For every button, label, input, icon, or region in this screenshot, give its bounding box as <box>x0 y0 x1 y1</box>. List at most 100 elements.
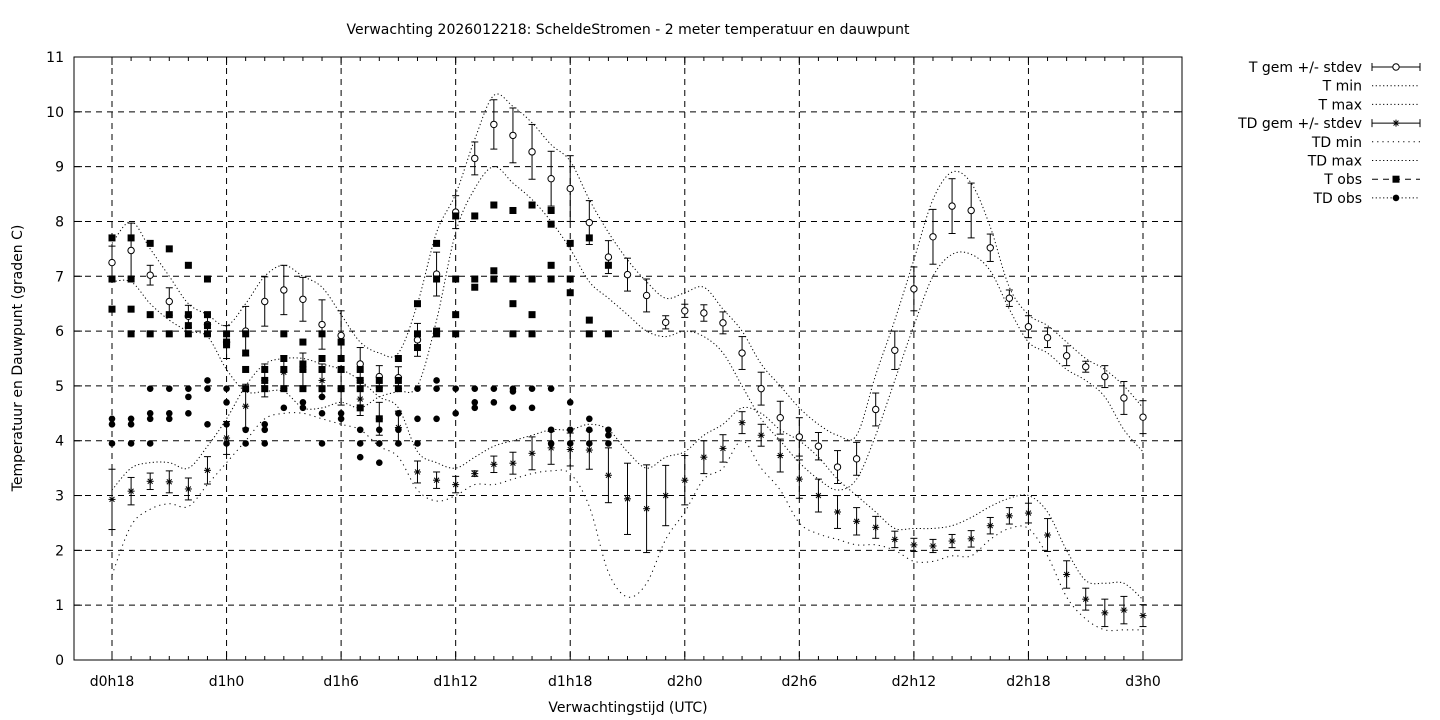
td-obs-point <box>509 388 517 395</box>
td-obs-point <box>528 404 536 412</box>
t-obs-point <box>165 245 173 253</box>
td-obs-point <box>280 404 288 412</box>
axis-ticks: 0 1 2 3 4 5 6 7 8 9 10 11 d0h18 d1h0 d1h6 d1h12 d1h18 d2h… <box>46 50 1182 690</box>
t-mean-point <box>681 307 689 315</box>
t-obs-point <box>528 311 536 319</box>
x-tick-label: d1h18 <box>548 674 592 690</box>
t-mean-point <box>814 442 823 450</box>
td-obs-point <box>356 453 364 461</box>
td-mean-point-stroke <box>739 419 745 426</box>
legend-label: TD gem +/- stdev <box>1237 116 1362 132</box>
td-obs-point <box>108 420 116 428</box>
t-mean-point <box>986 244 994 252</box>
legend-label: TD min <box>1311 135 1362 151</box>
t-obs-point <box>604 330 612 338</box>
td-obs-point <box>299 404 307 412</box>
t-obs-point <box>528 330 536 338</box>
td-obs-point <box>242 426 249 434</box>
td-mean-point-stroke <box>949 538 955 544</box>
td-obs-point <box>185 385 192 392</box>
legend: T gem +/- stdev T min T max TD gem +/- stde… <box>1237 60 1421 207</box>
td-obs-point <box>375 459 383 466</box>
td-obs-point <box>108 440 116 447</box>
t-obs-point <box>242 365 250 373</box>
t-mean-point <box>318 320 326 329</box>
td-mean-point-stroke <box>223 435 230 441</box>
t-mean-point <box>1024 323 1033 331</box>
t-mean-point <box>891 346 899 354</box>
legend-label: TD max <box>1307 154 1362 170</box>
td-obs-point <box>566 399 574 406</box>
td-mean-point-stroke <box>357 396 364 402</box>
t-obs-point <box>127 305 135 313</box>
td-obs-point <box>337 415 345 423</box>
t-obs-point <box>203 322 211 330</box>
y-tick-label: 4 <box>55 434 64 450</box>
td-obs-point <box>605 426 612 434</box>
td-obs-point <box>509 404 517 412</box>
t-obs-point <box>146 330 154 338</box>
td-mean-point-stroke <box>510 460 516 467</box>
td-obs-point <box>452 410 459 417</box>
t-obs-point <box>413 330 421 338</box>
x-tick-label: d1h6 <box>323 674 359 690</box>
td-obs-point <box>127 415 135 423</box>
t-obs-point <box>604 261 612 269</box>
t-obs-point <box>509 330 517 338</box>
td-mean-point-stroke <box>185 486 192 492</box>
td-mean-point-stroke <box>872 524 879 531</box>
td-obs-point <box>471 404 479 412</box>
td-mean-point-stroke <box>681 477 688 483</box>
t-obs-point <box>528 275 536 283</box>
t-obs-point <box>433 239 441 247</box>
td-obs-point <box>318 393 326 401</box>
td-obs-point <box>165 385 173 392</box>
td-obs-point <box>223 399 230 406</box>
td-mean-point-stroke <box>777 452 784 459</box>
t-mean-point <box>642 291 651 300</box>
t-mean-point <box>280 286 288 294</box>
x-tick-label: d2h12 <box>892 674 936 690</box>
t-mean-point <box>929 233 937 241</box>
t-mean-point <box>852 455 861 463</box>
t-obs-point <box>547 261 555 269</box>
td-obs-point <box>242 440 249 447</box>
t-mean-point <box>1043 333 1052 342</box>
td-mean-point-stroke <box>987 522 994 529</box>
td-mean-point-stroke <box>471 470 478 477</box>
td-obs-point <box>204 385 211 392</box>
y-tick-label: 1 <box>55 598 64 614</box>
x-axis-label: Verwachtingstijd (UTC) <box>548 700 707 716</box>
t-mean-point <box>165 297 173 306</box>
t-mean-point <box>1082 363 1090 371</box>
td-mean-point-stroke <box>1044 532 1051 538</box>
td-mean-point-stroke <box>834 509 841 515</box>
td-obs-point <box>433 385 440 392</box>
td-obs-point <box>127 420 135 428</box>
t-obs-point <box>394 376 402 384</box>
t-obs-point <box>203 330 211 338</box>
t-obs-point <box>184 261 192 269</box>
td-obs-point <box>242 385 249 392</box>
y-tick-label: 8 <box>55 214 64 230</box>
t-obs-point <box>108 305 116 313</box>
t-obs-point <box>547 275 555 283</box>
td-obs-point <box>490 399 498 406</box>
y-tick-label: 5 <box>55 379 64 395</box>
t-mean-point <box>547 174 555 183</box>
td-obs-point <box>452 385 459 392</box>
t-obs-point <box>261 365 269 373</box>
legend-marker <box>1392 194 1400 202</box>
td-obs-point <box>356 385 364 392</box>
t-obs-point <box>509 275 517 283</box>
td-obs-point <box>204 420 211 428</box>
series-layer <box>108 93 1147 632</box>
t-mean-point <box>757 384 765 393</box>
t-obs-point <box>146 239 154 247</box>
td-obs-point <box>490 385 498 392</box>
td-mean-point-stroke <box>109 496 115 503</box>
t-mean-point <box>795 433 804 441</box>
td-obs-point <box>223 440 230 447</box>
t-obs-point <box>566 289 574 297</box>
td-mean-point-stroke <box>128 488 134 494</box>
